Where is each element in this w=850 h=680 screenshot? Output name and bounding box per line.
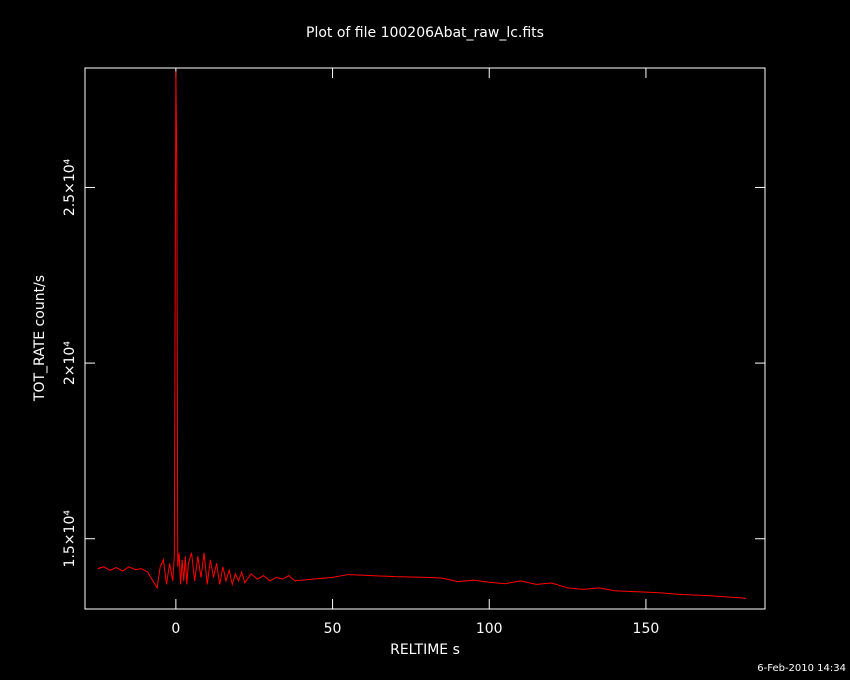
y-tick-label: 2×10⁴: [62, 341, 78, 385]
y-axis-label: TOT_RATE count/s: [32, 275, 48, 402]
x-tick-label: 50: [324, 621, 342, 637]
chart-title: Plot of file 100206Abat_raw_lc.fits: [306, 25, 544, 41]
x-tick-label: 0: [171, 621, 180, 637]
y-tick-label: 1.5×10⁴: [62, 510, 78, 568]
y-tick-label: 2.5×10⁴: [62, 158, 78, 216]
timestamp: 6-Feb-2010 14:34: [757, 663, 846, 674]
data-line: [97, 71, 747, 599]
x-tick-label: 100: [476, 621, 503, 637]
plot-frame: [84, 67, 766, 610]
x-tick-label: 150: [633, 621, 660, 637]
x-axis-label: RELTIME s: [390, 642, 460, 658]
